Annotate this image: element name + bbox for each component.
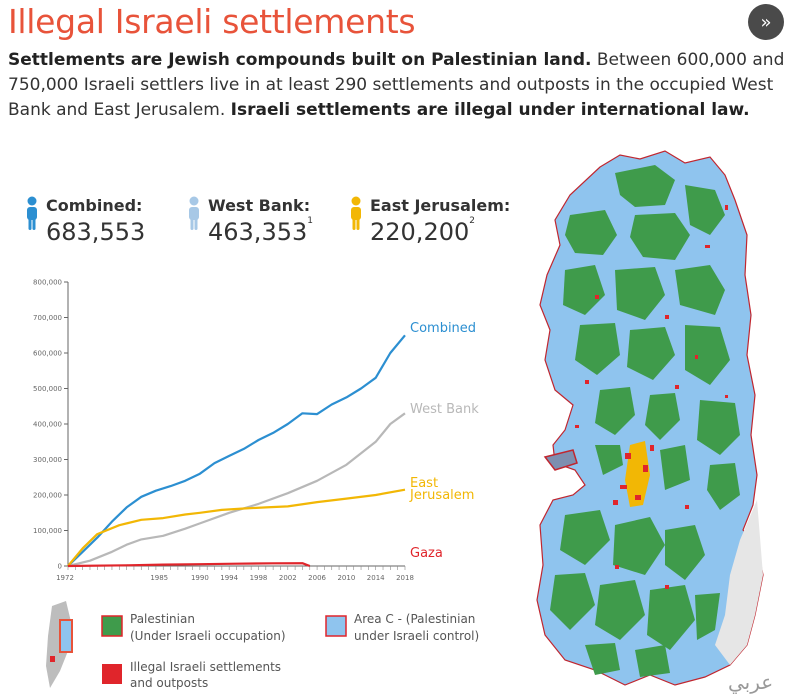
y-tick-label: 800,000 [33,279,62,287]
x-tick-label: 1998 [250,574,268,582]
west-bank-map [536,150,764,686]
map-lake [543,449,578,471]
y-tick-label: 700,000 [33,314,62,322]
series-label-east-jerusalem-1: East [410,476,438,491]
intro-text: Between 600,000 and 750,000 Israeli sett… [8,50,785,120]
x-tick-label: 2006 [308,574,326,582]
x-tick-label: 2002 [279,574,297,582]
chart-series-labels: Combined West Bank East Jerusalem Gaza [409,321,479,561]
stat-value: 463,3531 [208,216,313,246]
settler-population-chart: 0 100,000 200,000 300,000 400,000 500,000 600,… [33,279,479,583]
skip-forward-button[interactable]: » [748,4,784,40]
y-tick-label: 600,000 [33,350,62,358]
watermark-logo: عربي [728,670,774,694]
series-line-combined [67,334,406,567]
map-legend: Palestinian (Under Israeli occupation) A… [46,601,479,690]
stat-label: East Jerusalem: [370,196,511,215]
map-east-jerusalem [625,441,650,507]
y-tick-label: 500,000 [33,385,62,393]
map-settlements [575,205,728,589]
legend-label-settlements-2: and outposts [130,676,208,690]
stat-value: 220,2002 [370,216,475,246]
map-grey-area [715,500,763,665]
chevrons-right-icon: » [760,11,772,33]
series-label-combined: Combined [410,321,476,336]
legend-label-palestinian-1: Palestinian [130,612,195,626]
person-icon [27,196,37,230]
stat-value: 683,553 [46,218,146,246]
x-tick-label: 2018 [396,574,414,582]
intro-bold-2: Israeli settlements are illegal under in… [230,100,750,120]
series-label-west-bank: West Bank [410,402,479,417]
y-tick-label: 0 [58,563,62,571]
x-tick-label: 1990 [191,574,209,582]
legend-swatch-area-c [325,615,347,637]
person-icon [189,196,199,230]
x-tick-label: 1972 [56,574,74,582]
series-line-gaza [67,562,311,568]
map-palestinian-areas [550,165,740,677]
series-label-gaza: Gaza [410,546,443,561]
x-tick-label: 1985 [150,574,168,582]
series-line-west-bank [67,412,406,568]
chart-series [67,334,406,568]
person-icon [351,196,361,230]
intro-paragraph: Settlements are Jewish compounds built o… [8,48,786,123]
page-title: Illegal Israeli settlements [8,2,416,41]
y-tick-label: 300,000 [33,456,62,464]
legend-swatch-palestinian [101,615,123,637]
legend-label-settlements-1: Illegal Israeli settlements [130,660,281,674]
legend-swatch-settlements [102,664,122,684]
legend-label-palestinian-2: (Under Israeli occupation) [130,629,286,643]
x-tick-label: 2010 [337,574,355,582]
x-tick-label: 1994 [220,574,238,582]
legend-label-area-c-1: Area C - (Palestinian [354,612,475,626]
y-tick-label: 400,000 [33,421,62,429]
series-line-east-jerusalem [67,488,406,567]
x-tick-label: 2014 [367,574,385,582]
stat-label: West Bank: [208,196,311,215]
legend-label-area-c-2: under Israeli control) [354,629,479,643]
chart-axes: 0 100,000 200,000 300,000 400,000 500,000 600,… [33,279,414,583]
intro-bold-1: Settlements are Jewish compounds built o… [8,50,592,70]
series-label-east-jerusalem-2: Jerusalem [409,488,474,503]
y-tick-label: 200,000 [33,492,62,500]
stat-label: Combined: [46,196,143,215]
y-tick-label: 100,000 [33,527,62,535]
locator-map [46,601,73,688]
